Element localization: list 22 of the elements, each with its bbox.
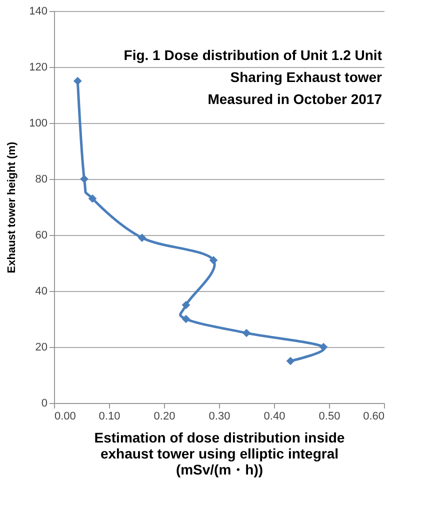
- y-tick-label: 40: [35, 286, 48, 298]
- y-tick-label: 0: [41, 398, 48, 410]
- y-tick-label: 60: [35, 230, 48, 242]
- text: Estimation of dose distribution inside: [94, 430, 345, 446]
- y-tick-label: 20: [35, 342, 48, 354]
- text: Fig. 1 Dose distribution of Unit 1.2 Unit: [124, 47, 382, 63]
- x-tick-label: 0.60: [363, 410, 384, 422]
- x-tick-label: 0.50: [318, 410, 340, 422]
- x-tick-label: 0.30: [208, 410, 230, 422]
- x-tick-label: 0.40: [264, 410, 286, 422]
- y-axis-title: Exhaust tower height (m): [6, 141, 18, 274]
- text: Measured in October 2017: [208, 91, 382, 107]
- text: Sharing Exhaust tower: [230, 69, 382, 85]
- y-tick-label: 80: [35, 174, 48, 186]
- y-tick-label: 120: [29, 62, 48, 74]
- x-tick-label: 0.20: [154, 410, 176, 422]
- y-tick-label: 100: [29, 118, 48, 130]
- x-tick-label: 0.10: [98, 410, 120, 422]
- x-tick-label: 0.00: [54, 410, 76, 422]
- text: exhaust tower using elliptic integral: [100, 446, 339, 462]
- y-tick-label: 140: [29, 6, 48, 18]
- text: (mSv/(m・h)): [176, 462, 264, 478]
